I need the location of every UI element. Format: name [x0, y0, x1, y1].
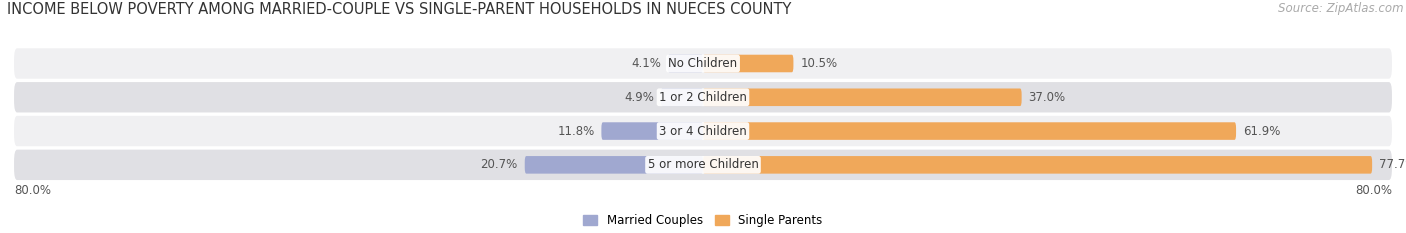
Text: Source: ZipAtlas.com: Source: ZipAtlas.com: [1278, 2, 1403, 15]
FancyBboxPatch shape: [524, 156, 703, 174]
Text: 37.0%: 37.0%: [1029, 91, 1066, 104]
FancyBboxPatch shape: [14, 150, 1392, 180]
FancyBboxPatch shape: [14, 82, 1392, 113]
Text: 5 or more Children: 5 or more Children: [648, 158, 758, 171]
FancyBboxPatch shape: [602, 122, 703, 140]
Text: 4.1%: 4.1%: [631, 57, 661, 70]
Text: 20.7%: 20.7%: [481, 158, 517, 171]
Text: 11.8%: 11.8%: [557, 125, 595, 137]
Text: 77.7%: 77.7%: [1379, 158, 1406, 171]
FancyBboxPatch shape: [14, 48, 1392, 79]
Text: INCOME BELOW POVERTY AMONG MARRIED-COUPLE VS SINGLE-PARENT HOUSEHOLDS IN NUECES : INCOME BELOW POVERTY AMONG MARRIED-COUPL…: [7, 2, 792, 17]
FancyBboxPatch shape: [703, 89, 1022, 106]
FancyBboxPatch shape: [703, 122, 1236, 140]
Text: 4.9%: 4.9%: [624, 91, 654, 104]
Text: No Children: No Children: [668, 57, 738, 70]
Text: 80.0%: 80.0%: [1355, 185, 1392, 197]
Text: 10.5%: 10.5%: [800, 57, 838, 70]
FancyBboxPatch shape: [668, 55, 703, 72]
FancyBboxPatch shape: [703, 156, 1372, 174]
Text: 3 or 4 Children: 3 or 4 Children: [659, 125, 747, 137]
FancyBboxPatch shape: [703, 55, 793, 72]
Text: 61.9%: 61.9%: [1243, 125, 1281, 137]
FancyBboxPatch shape: [661, 89, 703, 106]
Text: 1 or 2 Children: 1 or 2 Children: [659, 91, 747, 104]
Legend: Married Couples, Single Parents: Married Couples, Single Parents: [583, 214, 823, 227]
FancyBboxPatch shape: [14, 116, 1392, 146]
Text: 80.0%: 80.0%: [14, 185, 51, 197]
